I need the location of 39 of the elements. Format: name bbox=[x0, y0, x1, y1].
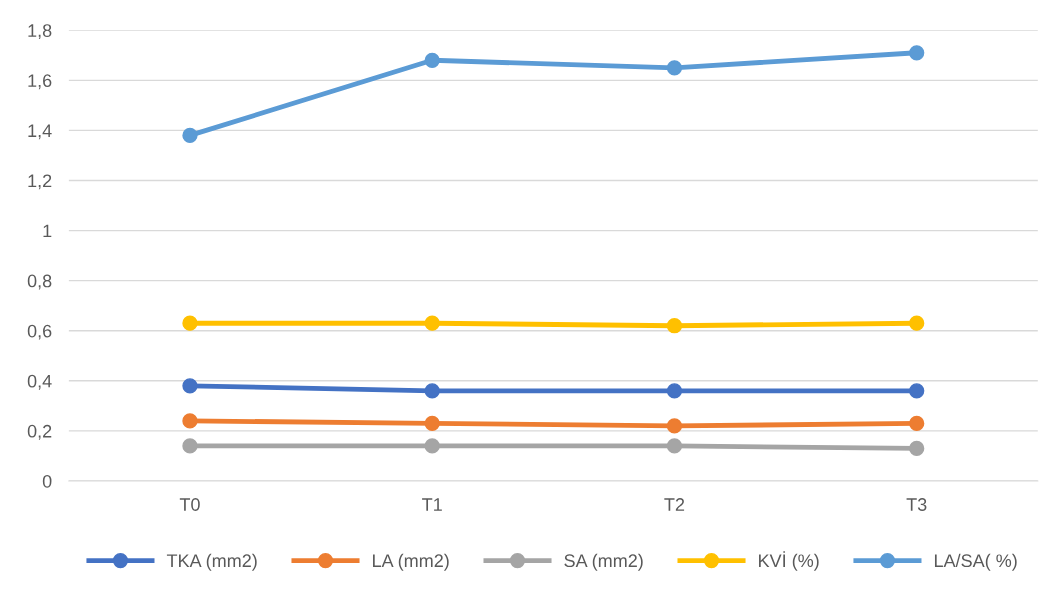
point bbox=[424, 383, 440, 399]
legend-label: LA (mm2) bbox=[373, 553, 449, 571]
point bbox=[182, 315, 198, 331]
point bbox=[909, 440, 925, 457]
x-tick-label: T2 bbox=[664, 498, 685, 511]
point bbox=[909, 45, 925, 61]
x-tick-label: T1 bbox=[422, 498, 442, 511]
legend-label: SA (mm2) bbox=[564, 553, 643, 571]
point bbox=[909, 415, 925, 432]
y-tick-label: 0,8 bbox=[27, 274, 52, 290]
point bbox=[424, 315, 440, 331]
point bbox=[666, 438, 683, 454]
x-tick-label: T0 bbox=[179, 498, 200, 511]
y-tick-label: 1,4 bbox=[28, 124, 52, 140]
point bbox=[182, 378, 198, 394]
legend-label: KVİ (%) bbox=[759, 551, 819, 571]
legend-label: TKA (mm2) bbox=[166, 553, 257, 571]
point bbox=[182, 413, 198, 429]
y-tick-label: 1,6 bbox=[28, 74, 52, 90]
point bbox=[424, 415, 440, 432]
y-tick-label: 0,6 bbox=[27, 324, 52, 340]
point bbox=[666, 318, 683, 334]
point bbox=[666, 383, 683, 399]
y-tick-label: 1,2 bbox=[28, 174, 52, 190]
legend-label: LA/SA( %) bbox=[934, 553, 1017, 571]
y-tick-label: 0,2 bbox=[27, 424, 52, 440]
point bbox=[182, 127, 198, 144]
point bbox=[909, 315, 925, 331]
y-tick-label: 1 bbox=[43, 224, 52, 238]
x-tick-label: T3 bbox=[906, 498, 927, 511]
point bbox=[424, 438, 440, 454]
y-tick-label: 0,4 bbox=[27, 374, 52, 390]
point bbox=[909, 383, 925, 399]
point bbox=[666, 418, 683, 434]
point bbox=[666, 60, 683, 76]
point bbox=[182, 438, 198, 454]
y-tick-label: 1,8 bbox=[28, 24, 52, 40]
y-tick-label: 0 bbox=[42, 474, 52, 488]
point bbox=[424, 52, 440, 68]
